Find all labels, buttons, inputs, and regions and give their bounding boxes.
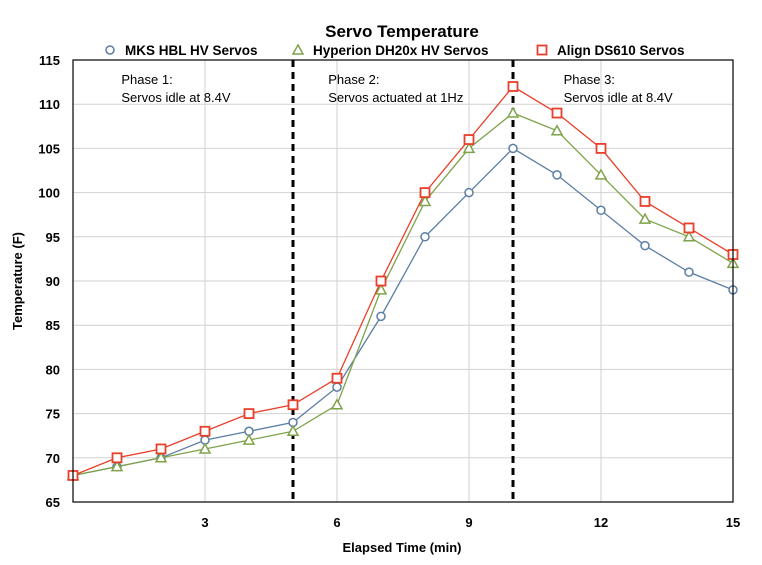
data-point	[376, 311, 386, 322]
y-axis-label: Temperature (F)	[10, 232, 25, 330]
phase-annotation: Phase 3:	[564, 72, 615, 87]
data-point	[243, 408, 255, 420]
data-point	[536, 44, 548, 56]
data-point	[420, 232, 430, 242]
x-tick-label: 15	[726, 515, 740, 530]
data-point	[375, 275, 387, 287]
y-tick-labels: 65 70 75 80 85 90 95 100 105 110 115	[38, 53, 60, 510]
x-tick-labels: 3 6 9 12 15	[201, 515, 740, 530]
series-line	[72, 147, 734, 477]
x-tick-label: 3	[201, 515, 208, 530]
legend-item: Hyperion DH20x HV Servos	[291, 43, 489, 58]
x-tick-label: 9	[465, 515, 472, 530]
data-point	[595, 142, 607, 154]
data-point	[291, 43, 305, 55]
data-point	[286, 424, 300, 437]
chart-title: Servo Temperature	[325, 22, 479, 41]
series-layer	[66, 81, 740, 481]
series-triangle	[66, 106, 740, 481]
y-tick-label: 75	[46, 407, 60, 422]
data-point	[111, 452, 123, 464]
data-point	[506, 106, 520, 118]
data-point	[155, 443, 167, 455]
data-point	[330, 398, 344, 410]
data-point	[105, 45, 115, 55]
data-point	[419, 187, 431, 199]
legend: MKS HBL HV Servos Hyperion DH20x HV Servo…	[105, 43, 685, 58]
grid	[73, 59, 734, 503]
data-point	[594, 168, 608, 180]
legend-label: MKS HBL HV Servos	[125, 43, 258, 58]
series-circle	[68, 143, 738, 481]
data-point	[682, 230, 696, 242]
data-point	[464, 187, 474, 198]
legend-item: Align DS610 Servos	[536, 43, 685, 58]
phase-annotation: Servos actuated at 1Hz	[328, 90, 463, 105]
data-point	[462, 141, 476, 154]
data-point	[507, 81, 519, 92]
y-tick-label: 105	[38, 141, 60, 156]
data-point	[508, 143, 518, 154]
series-line	[72, 85, 734, 477]
plot-frame	[72, 59, 734, 503]
data-point	[463, 134, 475, 145]
data-point	[550, 124, 564, 136]
phase-annotation: Servos idle at 8.4V	[121, 90, 230, 105]
data-point	[418, 194, 432, 207]
y-tick-label: 85	[46, 318, 60, 333]
data-point	[552, 170, 562, 180]
phase-dividers	[291, 60, 515, 502]
series-line	[72, 112, 734, 477]
data-point	[596, 205, 606, 216]
data-point	[242, 433, 256, 445]
data-point	[374, 283, 388, 295]
y-tick-label: 100	[38, 186, 60, 201]
y-tick-label: 90	[46, 274, 60, 289]
data-point	[287, 399, 299, 411]
data-point	[684, 267, 694, 277]
y-tick-label: 110	[39, 97, 60, 112]
data-point	[551, 107, 563, 119]
legend-item: MKS HBL HV Servos	[105, 43, 258, 58]
legend-label: Hyperion DH20x HV Servos	[313, 43, 489, 58]
x-tick-label: 6	[333, 515, 340, 530]
data-point	[199, 425, 211, 437]
x-tick-label: 12	[594, 515, 608, 530]
data-point	[332, 382, 342, 392]
data-point	[154, 451, 168, 463]
y-tick-label: 65	[46, 495, 60, 510]
data-point	[638, 212, 652, 224]
data-point	[331, 372, 343, 384]
legend-label: Align DS610 Servos	[557, 43, 685, 58]
phase-annotation: Servos idle at 8.4V	[564, 90, 673, 105]
x-axis-label: Elapsed Time (min)	[343, 540, 462, 555]
data-point	[198, 442, 212, 454]
y-tick-label: 95	[46, 230, 60, 245]
data-point	[639, 196, 651, 207]
y-tick-label: 80	[46, 362, 60, 377]
y-tick-label: 70	[46, 451, 60, 466]
data-point	[640, 240, 650, 251]
y-tick-label: 115	[39, 53, 60, 68]
phase-annotation: Phase 2:	[328, 72, 379, 87]
phase-annotation: Phase 1:	[121, 72, 172, 87]
phase-annotations: Phase 1: Servos idle at 8.4V Phase 2: Servo…	[121, 72, 673, 105]
data-point	[110, 460, 124, 472]
data-point	[683, 222, 695, 234]
